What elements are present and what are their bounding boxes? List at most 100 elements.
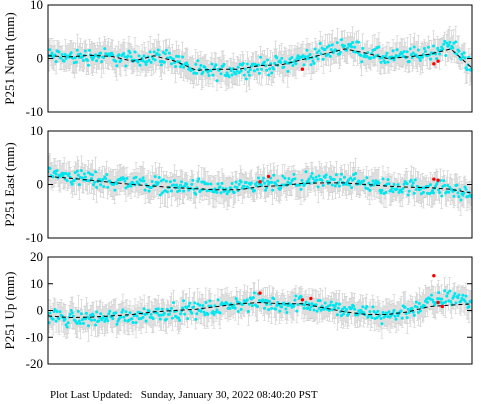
data-point	[121, 308, 125, 312]
data-point	[57, 317, 61, 321]
data-point	[335, 41, 339, 45]
data-point	[447, 190, 451, 194]
data-point	[349, 176, 353, 180]
data-point	[379, 60, 383, 64]
data-point	[350, 306, 354, 310]
data-point	[50, 51, 54, 55]
data-point	[296, 54, 300, 58]
data-point	[316, 185, 320, 189]
data-point	[268, 67, 272, 71]
data-point	[94, 170, 98, 174]
data-point	[409, 178, 413, 182]
data-point	[351, 40, 355, 44]
data-point	[230, 73, 234, 77]
data-point	[207, 73, 211, 77]
data-point	[319, 52, 323, 56]
data-point	[93, 180, 97, 184]
data-point	[152, 50, 156, 54]
data-point	[350, 186, 354, 190]
data-point	[443, 183, 447, 187]
data-point	[292, 172, 296, 176]
data-point	[237, 182, 241, 186]
data-point	[58, 310, 62, 314]
data-point	[322, 307, 326, 311]
data-point	[465, 68, 469, 72]
data-point	[141, 176, 145, 180]
data-point	[95, 185, 99, 189]
data-point	[263, 306, 267, 310]
data-point	[169, 189, 173, 193]
data-point	[64, 172, 68, 176]
data-point	[429, 57, 433, 61]
data-point	[323, 301, 327, 305]
data-point	[61, 174, 65, 178]
data-point	[329, 48, 333, 52]
data-point	[409, 53, 413, 57]
outlier-point	[258, 180, 262, 184]
data-point	[157, 176, 161, 180]
data-point	[114, 59, 118, 63]
data-point	[178, 189, 182, 193]
data-point	[227, 75, 231, 79]
data-point	[445, 41, 449, 45]
data-point	[194, 62, 198, 66]
data-point	[75, 48, 79, 52]
data-point	[265, 302, 269, 306]
data-point	[279, 60, 283, 64]
data-point	[174, 64, 178, 68]
data-point	[164, 317, 168, 321]
data-point	[104, 177, 108, 181]
data-point	[141, 315, 145, 319]
data-point	[261, 179, 265, 183]
data-point	[156, 307, 160, 311]
data-point	[59, 56, 63, 60]
data-point	[438, 191, 442, 195]
data-point	[347, 178, 351, 182]
data-point	[291, 64, 295, 68]
data-point	[362, 179, 366, 183]
data-point	[416, 48, 420, 52]
data-point	[153, 175, 157, 179]
data-point	[333, 304, 337, 308]
data-point	[447, 43, 451, 47]
data-point	[219, 72, 223, 76]
data-point	[347, 312, 351, 316]
data-point	[192, 305, 196, 309]
data-point	[147, 189, 151, 193]
data-point	[414, 188, 418, 192]
data-point	[197, 177, 201, 181]
data-point	[195, 71, 199, 75]
data-point	[99, 51, 103, 55]
data-point	[229, 69, 233, 73]
data-point	[115, 322, 119, 326]
data-point	[165, 307, 169, 311]
data-point	[377, 45, 381, 49]
data-point	[340, 307, 344, 311]
data-point	[122, 51, 126, 55]
data-point	[108, 54, 112, 58]
data-point	[309, 175, 313, 179]
data-point	[247, 73, 251, 77]
data-point	[177, 55, 181, 59]
data-point	[267, 308, 271, 312]
data-point	[102, 185, 106, 189]
data-point	[186, 317, 190, 321]
data-point	[296, 303, 300, 307]
data-point	[64, 57, 68, 61]
data-point	[153, 58, 157, 62]
data-point	[71, 314, 75, 318]
data-point	[287, 177, 291, 181]
data-point	[249, 181, 253, 185]
data-point	[436, 46, 440, 50]
data-point	[365, 305, 369, 309]
data-point	[446, 183, 450, 187]
data-point	[432, 191, 436, 195]
data-point	[246, 186, 250, 190]
data-point	[70, 182, 74, 186]
data-point	[77, 319, 81, 323]
data-point	[289, 182, 293, 186]
data-point	[309, 63, 313, 67]
data-point	[98, 178, 102, 182]
data-point	[183, 184, 187, 188]
data-point	[342, 175, 346, 179]
